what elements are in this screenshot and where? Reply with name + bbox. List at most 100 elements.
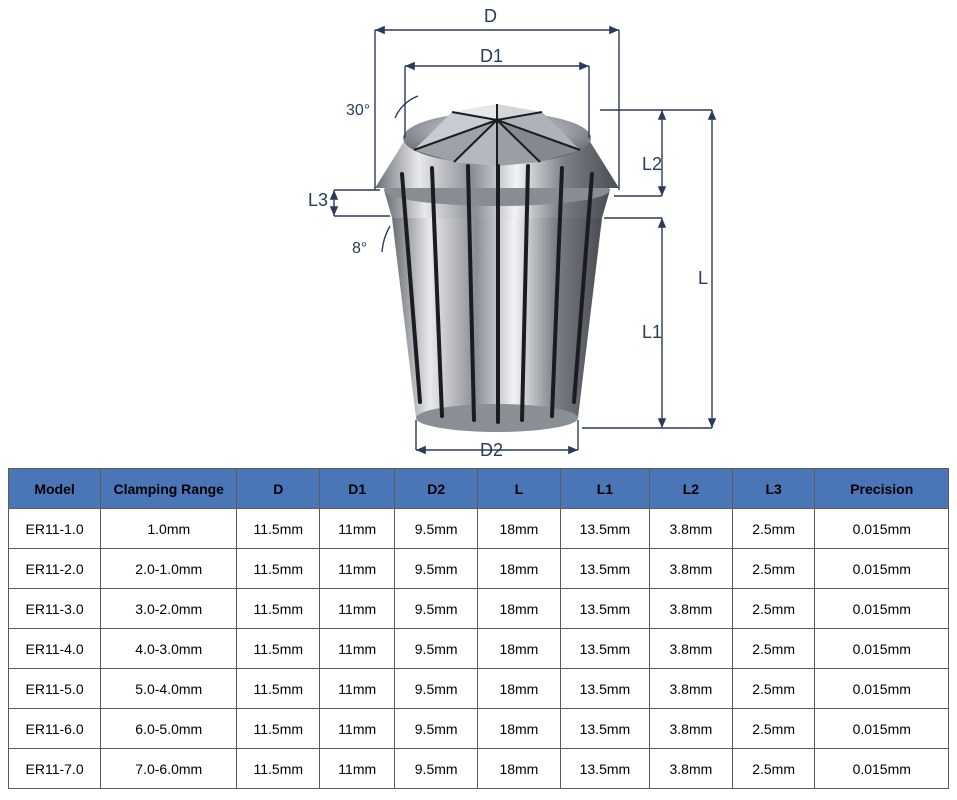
table-cell: 18mm <box>478 749 561 789</box>
table-cell: 11.5mm <box>237 709 320 749</box>
table-cell: 11mm <box>320 509 395 549</box>
table-cell: 9.5mm <box>395 709 478 749</box>
table-row: ER11-2.02.0-1.0mm11.5mm11mm9.5mm18mm13.5… <box>9 549 949 589</box>
table-cell: 13.5mm <box>560 669 649 709</box>
table-cell: 11.5mm <box>237 509 320 549</box>
table-cell: 18mm <box>478 709 561 749</box>
table-header-cell: Model <box>9 469 101 509</box>
table-row: ER11-3.03.0-2.0mm11.5mm11mm9.5mm18mm13.5… <box>9 589 949 629</box>
spec-table: ModelClamping RangeDD1D2LL1L2L3Precision… <box>8 468 949 789</box>
table-cell: 18mm <box>478 669 561 709</box>
table-cell: ER11-1.0 <box>9 509 101 549</box>
table-cell: 0.015mm <box>815 509 949 549</box>
table-header-cell: L3 <box>732 469 815 509</box>
table-cell: 1.0mm <box>101 509 237 549</box>
table-cell: 2.5mm <box>732 589 815 629</box>
table-cell: 3.0-2.0mm <box>101 589 237 629</box>
table-cell: ER11-7.0 <box>9 749 101 789</box>
table-cell: 2.0-1.0mm <box>101 549 237 589</box>
table-cell: 13.5mm <box>560 749 649 789</box>
table-cell: 13.5mm <box>560 509 649 549</box>
table-cell: 18mm <box>478 509 561 549</box>
table-cell: 18mm <box>478 549 561 589</box>
table-cell: 0.015mm <box>815 709 949 749</box>
table-header-cell: D1 <box>320 469 395 509</box>
table-cell: 18mm <box>478 589 561 629</box>
dim-label-l3: L3 <box>308 190 328 211</box>
table-cell: 0.015mm <box>815 669 949 709</box>
table-header-cell: L <box>478 469 561 509</box>
angle-label-side: 8° <box>352 240 367 258</box>
table-header-row: ModelClamping RangeDD1D2LL1L2L3Precision <box>9 469 949 509</box>
table-cell: 9.5mm <box>395 589 478 629</box>
table-row: ER11-1.01.0mm11.5mm11mm9.5mm18mm13.5mm3.… <box>9 509 949 549</box>
table-cell: 3.8mm <box>650 589 733 629</box>
table-cell: ER11-6.0 <box>9 709 101 749</box>
table-cell: 11mm <box>320 629 395 669</box>
table-cell: 13.5mm <box>560 629 649 669</box>
dim-label-d2: D2 <box>480 440 503 461</box>
table-cell: 11mm <box>320 589 395 629</box>
table-header-cell: D <box>237 469 320 509</box>
dim-label-l2: L2 <box>642 154 662 175</box>
table-cell: 0.015mm <box>815 589 949 629</box>
table-row: ER11-5.05.0-4.0mm11.5mm11mm9.5mm18mm13.5… <box>9 669 949 709</box>
table-header-cell: Clamping Range <box>101 469 237 509</box>
table-cell: 11mm <box>320 669 395 709</box>
table-cell: 11.5mm <box>237 549 320 589</box>
table-cell: 11mm <box>320 749 395 789</box>
table-cell: 9.5mm <box>395 509 478 549</box>
table-cell: 13.5mm <box>560 589 649 629</box>
table-body: ER11-1.01.0mm11.5mm11mm9.5mm18mm13.5mm3.… <box>9 509 949 789</box>
table-cell: 9.5mm <box>395 629 478 669</box>
table-cell: 11mm <box>320 709 395 749</box>
table-cell: 2.5mm <box>732 509 815 549</box>
table-cell: 5.0-4.0mm <box>101 669 237 709</box>
table-cell: 9.5mm <box>395 749 478 789</box>
table-cell: 0.015mm <box>815 549 949 589</box>
table-cell: 2.5mm <box>732 629 815 669</box>
angle-label-top: 30° <box>346 102 370 120</box>
table-header-cell: Precision <box>815 469 949 509</box>
table-header-cell: L2 <box>650 469 733 509</box>
table-row: ER11-6.06.0-5.0mm11.5mm11mm9.5mm18mm13.5… <box>9 709 949 749</box>
table-header-cell: D2 <box>395 469 478 509</box>
table-cell: 11.5mm <box>237 589 320 629</box>
table-cell: ER11-5.0 <box>9 669 101 709</box>
page-root: D D1 D2 L L1 L2 L3 30° 8° ModelClamping … <box>0 0 957 800</box>
dim-label-d1: D1 <box>480 46 503 67</box>
table-header-cell: L1 <box>560 469 649 509</box>
table-cell: 11.5mm <box>237 629 320 669</box>
table-cell: 11.5mm <box>237 669 320 709</box>
collet-diagram: D D1 D2 L L1 L2 L3 30° 8° <box>0 0 957 460</box>
table-cell: 13.5mm <box>560 549 649 589</box>
dim-label-d: D <box>484 6 497 27</box>
table-cell: 4.0-3.0mm <box>101 629 237 669</box>
table-cell: 9.5mm <box>395 549 478 589</box>
table-cell: 7.0-6.0mm <box>101 749 237 789</box>
dim-label-l: L <box>698 268 708 289</box>
table-cell: 2.5mm <box>732 749 815 789</box>
table-cell: 13.5mm <box>560 709 649 749</box>
table-cell: 2.5mm <box>732 709 815 749</box>
table-cell: 3.8mm <box>650 749 733 789</box>
table-cell: 0.015mm <box>815 749 949 789</box>
table-cell: 0.015mm <box>815 629 949 669</box>
table-row: ER11-4.04.0-3.0mm11.5mm11mm9.5mm18mm13.5… <box>9 629 949 669</box>
table-cell: 2.5mm <box>732 549 815 589</box>
table-cell: 3.8mm <box>650 629 733 669</box>
table-cell: 18mm <box>478 629 561 669</box>
table-cell: 3.8mm <box>650 509 733 549</box>
dim-label-l1: L1 <box>642 322 662 343</box>
table-cell: ER11-3.0 <box>9 589 101 629</box>
table-cell: 3.8mm <box>650 669 733 709</box>
table-row: ER11-7.07.0-6.0mm11.5mm11mm9.5mm18mm13.5… <box>9 749 949 789</box>
table-cell: ER11-2.0 <box>9 549 101 589</box>
table-cell: ER11-4.0 <box>9 629 101 669</box>
table-cell: 11.5mm <box>237 749 320 789</box>
diagram-svg <box>0 0 957 460</box>
table-cell: 3.8mm <box>650 709 733 749</box>
table-cell: 11mm <box>320 549 395 589</box>
table-cell: 2.5mm <box>732 669 815 709</box>
table-cell: 6.0-5.0mm <box>101 709 237 749</box>
